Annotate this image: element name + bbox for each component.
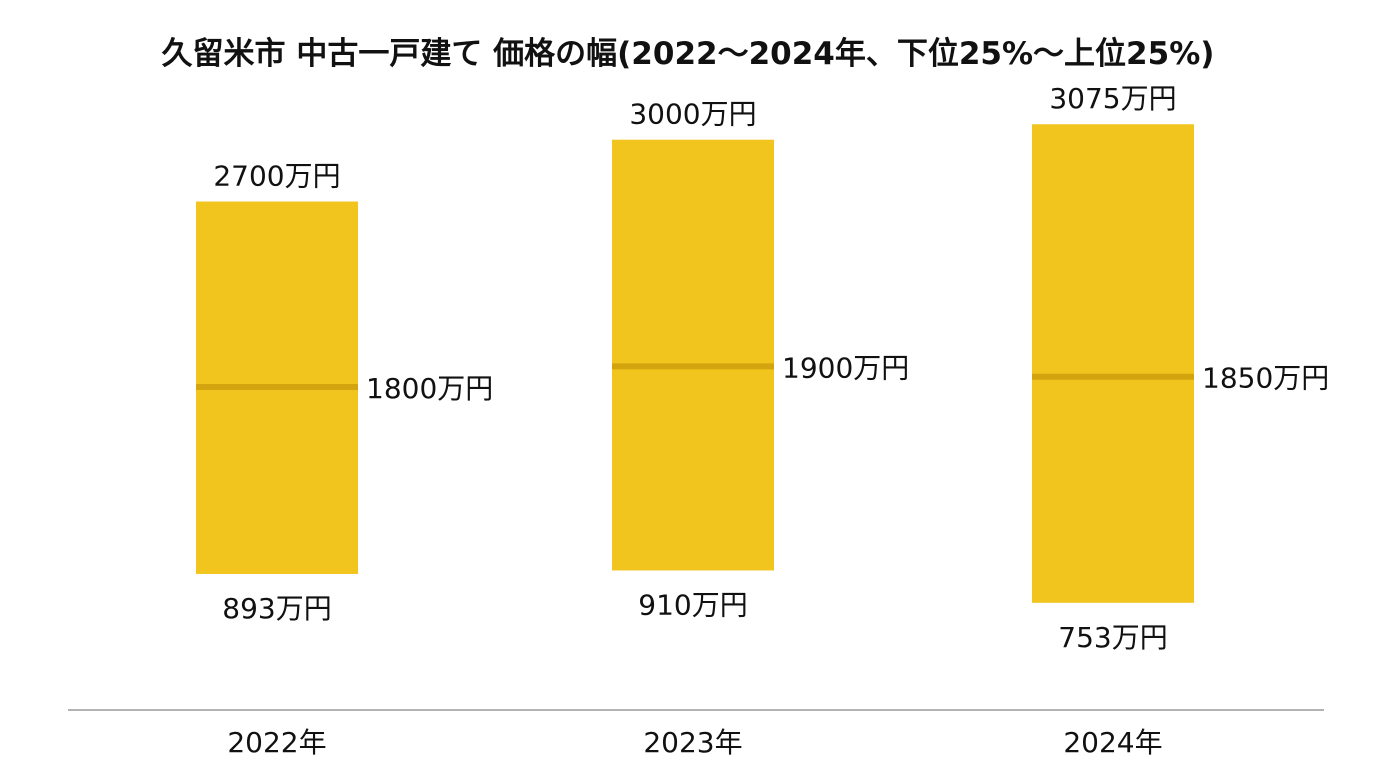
chart-title: 久留米市 中古一戸建て 価格の幅(2022〜2024年、下位25%〜上位25%) [161,36,1215,72]
category-label-0: 2022年 [227,726,326,759]
category-label-2: 2024年 [1063,726,1162,759]
high-label-0: 2700万円 [213,160,340,193]
category-label-1: 2023年 [643,726,742,759]
range-bar-2 [1032,124,1194,603]
low-label-1: 910万円 [638,588,747,621]
low-label-2: 753万円 [1058,621,1167,654]
median-label-1: 1900万円 [782,351,909,384]
high-label-2: 3075万円 [1049,82,1176,115]
range-bar-1 [612,139,774,571]
median-label-2: 1850万円 [1202,362,1329,395]
high-label-1: 3000万円 [629,98,756,131]
median-label-0: 1800万円 [366,372,493,405]
low-label-0: 893万円 [222,592,331,625]
